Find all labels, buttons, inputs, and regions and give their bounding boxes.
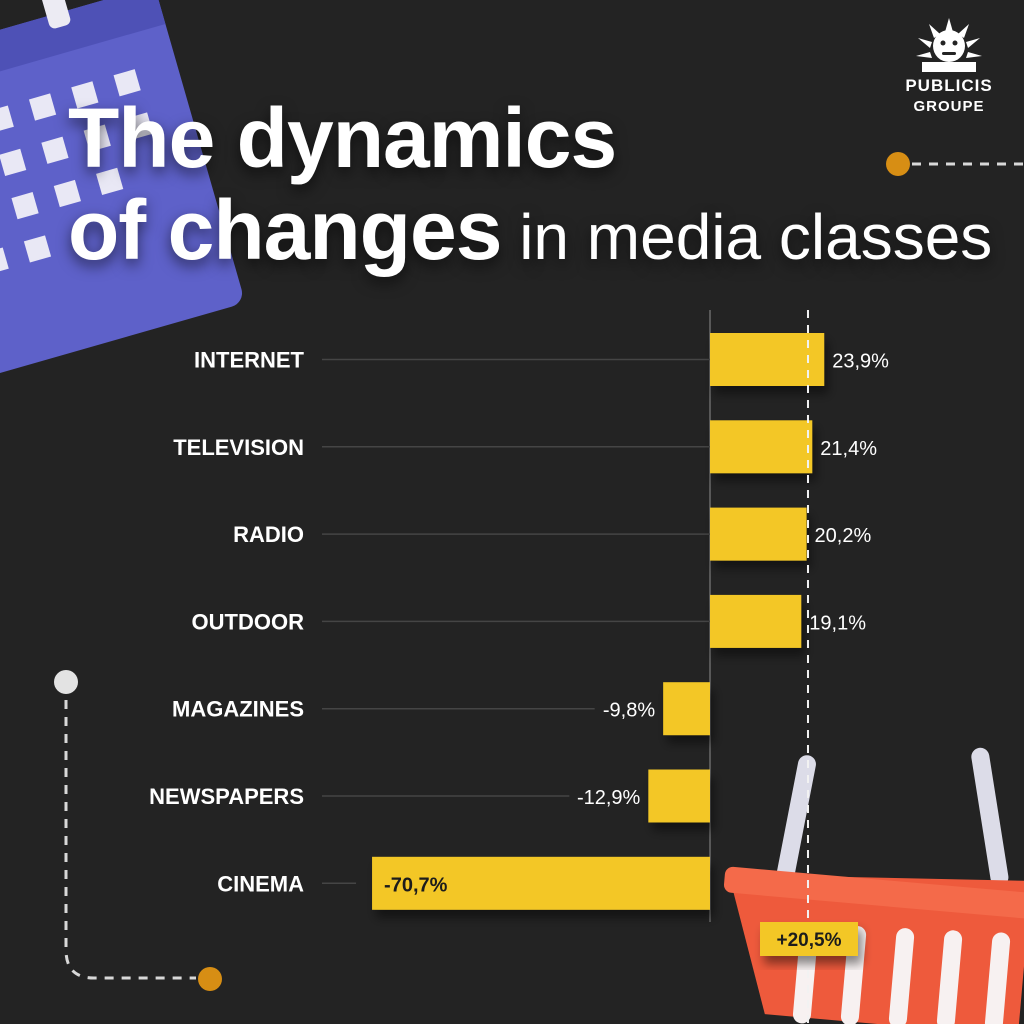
bar — [648, 769, 710, 823]
category-label: INTERNET — [194, 348, 305, 373]
value-label: -9,8% — [603, 700, 655, 722]
logo-text-line-2: GROUPE — [913, 98, 985, 115]
value-label: -70,7% — [384, 874, 448, 896]
dashed-connector-top — [886, 152, 1024, 176]
bar — [710, 594, 802, 648]
bar — [372, 856, 710, 910]
bar — [663, 682, 710, 736]
title-line-2-bold: of changes — [68, 183, 502, 277]
category-label: CINEMA — [217, 871, 304, 896]
reference-label: +20,5% — [777, 930, 842, 951]
basket-decoration — [723, 747, 1024, 1024]
title-line-2-light: in media classes — [501, 201, 993, 273]
value-label: 20,2% — [815, 525, 872, 547]
bar — [710, 507, 807, 561]
category-label: TELEVISION — [173, 435, 304, 460]
category-label: OUTDOOR — [192, 609, 305, 634]
dashed-connector-bottom — [54, 670, 222, 991]
publicis-groupe-logo: PUBLICIS GROUPE — [894, 14, 1004, 124]
title-line-1: The dynamics — [68, 91, 617, 185]
calendar-decoration — [0, 0, 243, 391]
category-label: RADIO — [233, 522, 304, 547]
category-label: MAGAZINES — [172, 697, 304, 722]
value-label: -12,9% — [577, 787, 641, 809]
value-label: 23,9% — [832, 351, 889, 373]
bar — [710, 333, 825, 386]
value-label: 21,4% — [820, 438, 877, 460]
page-title: The dynamics of changes in media classes — [68, 92, 992, 283]
logo-text-line-1: PUBLICIS — [905, 76, 993, 95]
bar — [710, 420, 813, 474]
bar-chart: INTERNET 23,9% TELEVISION 21,4% RADIO 20,2% OU… — [149, 310, 889, 1024]
category-label: NEWSPAPERS — [149, 784, 304, 809]
reference-tag — [760, 922, 858, 956]
value-label: 19,1% — [809, 612, 866, 634]
sun-emblem-icon — [916, 18, 982, 72]
